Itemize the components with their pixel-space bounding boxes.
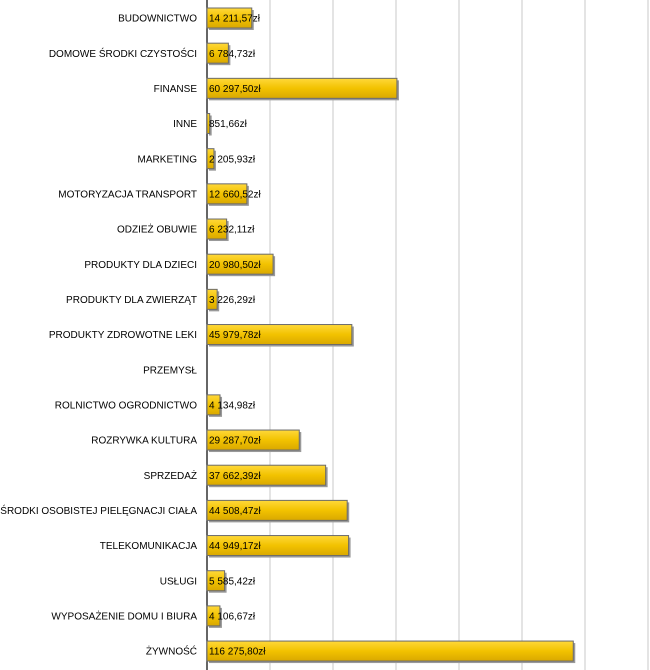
- category-label: PRODUKTY DLA ZWIERZĄT: [66, 295, 197, 306]
- category-label: INNE: [173, 119, 197, 130]
- bar: [206, 640, 574, 662]
- category-label: MARKETING: [138, 154, 198, 165]
- category-label: DOMOWE ŚRODKI CZYSTOŚCI: [49, 47, 197, 60]
- value-label: 12 660,52zł: [209, 189, 261, 200]
- category-label: FINANSE: [154, 84, 198, 95]
- bar: [206, 253, 274, 275]
- bar: [206, 394, 221, 416]
- bar: [206, 288, 218, 310]
- value-label: 20 980,50zł: [209, 260, 261, 271]
- bar-shadow: [209, 115, 212, 136]
- category-label: PRODUKTY ZDROWOTNE LEKI: [49, 330, 197, 341]
- value-label: 29 287,70zł: [209, 436, 261, 447]
- value-label: 60 297,50zł: [209, 84, 261, 95]
- category-label: PRZEMYSŁ: [143, 365, 197, 376]
- category-label: SPRZEDAŻ: [144, 469, 197, 482]
- category-label: TELEKOMUNIKACJA: [100, 541, 198, 552]
- category-label: USŁUGI: [160, 576, 197, 587]
- category-label: ODZIEŻ OBUWIE: [117, 223, 197, 236]
- value-label: 2 205,93zł: [209, 154, 256, 165]
- value-label: 851,66zł: [209, 119, 248, 130]
- bar: [206, 218, 228, 240]
- value-label: 5 585,42zł: [209, 576, 256, 587]
- category-label: WYPOSAŻENIE DOMU I BIURA: [51, 610, 197, 623]
- value-label: 14 211,57zł: [209, 14, 261, 25]
- bar: [206, 499, 348, 521]
- value-label: 4 106,67zł: [209, 612, 256, 623]
- bar: [206, 77, 398, 99]
- category-label: MOTORYZACJA TRANSPORT: [58, 189, 197, 200]
- bar: [206, 605, 221, 627]
- value-label: 3 226,29zł: [209, 295, 256, 306]
- value-label: 6 784,73zł: [209, 49, 256, 60]
- bar: [206, 324, 353, 346]
- category-label: ŚRODKI OSOBISTEJ PIELĘGNACJI CIAŁA: [0, 504, 197, 517]
- value-label: 4 134,98zł: [209, 401, 256, 412]
- bar: [206, 113, 211, 135]
- bar: [206, 535, 350, 557]
- value-label: 116 275,80zł: [209, 647, 266, 658]
- value-label: 45 979,78zł: [209, 330, 261, 341]
- bar: [206, 429, 300, 451]
- bar: [206, 183, 248, 205]
- value-label: 44 949,17zł: [209, 541, 261, 552]
- value-label: 37 662,39zł: [209, 471, 261, 482]
- bar: [206, 570, 226, 592]
- category-label: ROZRYWKA KULTURA: [91, 436, 197, 447]
- category-label: ŻYWNOŚĆ: [146, 645, 197, 658]
- bar: [206, 42, 229, 64]
- value-label: 44 508,47zł: [209, 506, 261, 517]
- bar: [206, 148, 215, 170]
- value-label: 6 232,11zł: [209, 225, 255, 236]
- category-label: PRODUKTY DLA DZIECI: [84, 260, 197, 271]
- category-label: ROLNICTWO OGRODNICTWO: [55, 401, 197, 412]
- category-label: BUDOWNICTWO: [118, 14, 197, 25]
- bar: [206, 464, 327, 486]
- bar: [206, 7, 253, 29]
